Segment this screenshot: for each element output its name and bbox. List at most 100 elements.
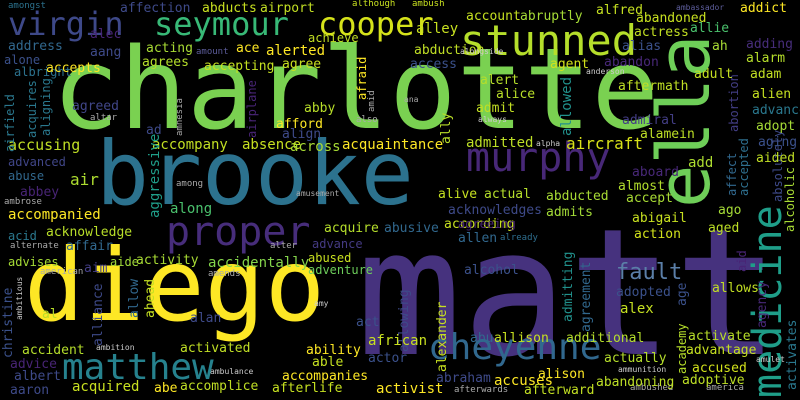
word-agreement: agreement: [579, 261, 594, 332]
word-always: always: [478, 115, 507, 124]
word-advance: advance: [312, 237, 363, 251]
word-adult: adult: [694, 67, 734, 82]
word-abuse: abuse: [8, 169, 45, 183]
word-fault: fault: [616, 260, 683, 285]
word-abused: abused: [308, 251, 352, 265]
word-activates: activates: [785, 319, 800, 390]
word-affair: affair: [66, 239, 113, 254]
word-alan: alan: [190, 311, 222, 326]
word-abduction: abduction: [414, 43, 485, 58]
word-achieve: achieve: [308, 31, 359, 45]
word-aide: aide: [110, 255, 139, 269]
word-alongside: alongside: [460, 47, 504, 56]
word-alliance: alliance: [91, 283, 106, 346]
word-accidentally: accidentally: [208, 255, 310, 271]
word-allows: allows: [712, 281, 759, 296]
word-ago: ago: [718, 203, 742, 218]
word-ally: ally: [439, 112, 454, 144]
word-able: able: [312, 355, 344, 370]
word-abducts: abducts: [202, 1, 257, 16]
word-diego: diego: [24, 227, 326, 344]
word-afterlife: afterlife: [272, 381, 343, 396]
word-ana: ana: [404, 95, 419, 104]
word-advance-2: advance: [752, 103, 800, 118]
word-acquaintance: acquaintance: [342, 137, 444, 153]
word-alerted: alerted: [266, 43, 326, 59]
word-age: age: [675, 282, 690, 306]
word-advice: advice: [10, 357, 57, 372]
word-afterwards: afterwards: [454, 385, 509, 395]
word-amulet: amulet: [756, 355, 785, 364]
word-airfield: airfield: [3, 94, 17, 152]
word-advanced: advanced: [8, 155, 66, 169]
word-amnesia: amnesia: [175, 98, 185, 136]
word-alexander: alexander: [435, 301, 450, 372]
word-accused: accused: [692, 361, 747, 376]
word-addict: addict: [740, 1, 787, 16]
word-murphy: murphy: [466, 135, 611, 181]
word-acid: acid: [8, 229, 37, 243]
word-activate: activate: [688, 329, 751, 344]
word-virgin: virgin: [8, 5, 124, 43]
word-agrees: agrees: [142, 55, 189, 70]
word-abducted: abducted: [546, 189, 609, 204]
word-alternate: alternate: [10, 241, 59, 251]
word-alice: alice: [496, 87, 536, 102]
word-agreed: agreed: [72, 99, 119, 114]
word-acquire: acquire: [324, 221, 379, 236]
word-abusive: abusive: [384, 221, 439, 236]
word-admitting: admitting: [561, 251, 576, 322]
word-aboard: aboard: [632, 165, 679, 180]
word-act: act: [356, 315, 380, 330]
word-stunned: stunned: [460, 16, 638, 65]
word-abortion: abortion: [727, 74, 741, 132]
word-ambushed: ambushed: [630, 383, 674, 393]
word-ahead: ahead: [143, 278, 158, 318]
word-amends: amends: [208, 269, 241, 279]
word-adam: adam: [750, 67, 782, 82]
word-seymour: seymour: [154, 5, 289, 43]
word-acquired: acquired: [72, 379, 140, 395]
word-agreeing: agreeing: [458, 217, 516, 231]
word-activated: activated: [180, 341, 251, 356]
word-abigail: abigail: [632, 211, 687, 226]
word-accuses: accuses: [494, 373, 554, 389]
word-accompanied: accompanied: [8, 207, 101, 223]
word-america: america: [706, 383, 744, 393]
word-ammunition: ammunition: [618, 365, 667, 374]
word-al: al: [42, 307, 58, 322]
word-aged: aged: [708, 221, 740, 236]
word-afford: afford: [276, 117, 323, 132]
word-abandoning: abandoning: [596, 375, 675, 390]
word-alley: alley: [416, 21, 459, 37]
word-abe: abe: [154, 381, 178, 396]
word-airplane: airplane: [245, 80, 259, 138]
word-alec: alec: [90, 27, 122, 42]
word-also: also: [356, 115, 378, 125]
word-almost: almost: [618, 179, 665, 194]
word-aggressive: aggressive: [147, 133, 163, 218]
word-align: align: [282, 127, 322, 142]
word-allen: allen: [458, 231, 498, 246]
word-admitted: admitted: [466, 135, 534, 151]
word-allison: allison: [494, 331, 549, 346]
word-adoptive: adoptive: [682, 373, 745, 388]
word-ambulance: ambulance: [210, 367, 254, 376]
word-abu: abu: [470, 331, 494, 346]
word-alive: alive: [438, 187, 478, 202]
word-agent: agent: [550, 57, 590, 72]
word-alarm: alarm: [746, 51, 786, 66]
word-amongst: amongst: [8, 1, 46, 11]
word-academy: academy: [675, 323, 689, 374]
word-adopt: adopt: [756, 119, 796, 134]
word-abruptly: abruptly: [520, 9, 583, 24]
word-across: across: [290, 139, 341, 155]
word-abraham: abraham: [436, 371, 491, 386]
word-address: address: [8, 39, 63, 54]
word-ability: ability: [306, 343, 361, 358]
word-aging: aging: [758, 135, 798, 150]
word-add: add: [688, 155, 714, 171]
word-matthew: matthew: [62, 347, 214, 388]
word-actually: actually: [604, 351, 667, 366]
word-ah: ah: [712, 39, 728, 54]
